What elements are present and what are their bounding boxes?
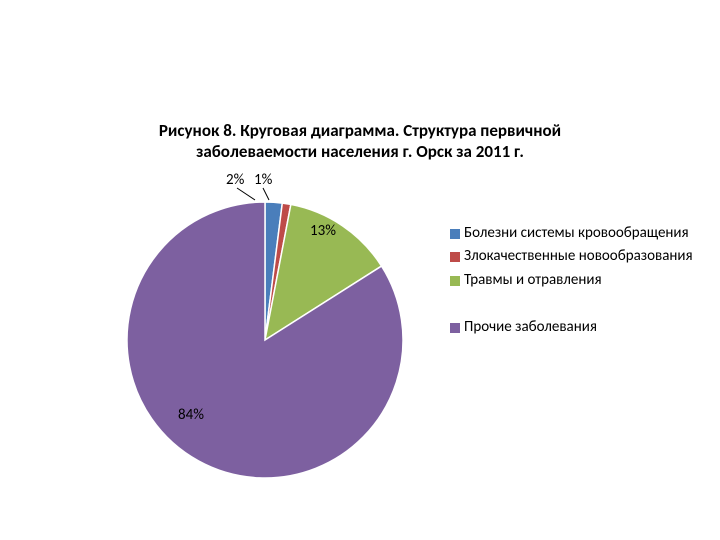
pie-chart <box>120 195 410 485</box>
legend-swatch-0 <box>450 229 460 239</box>
legend-item-3: Прочие заболевания <box>450 319 700 336</box>
slice-label-1: 1% <box>254 171 272 189</box>
legend-swatch-2 <box>450 276 460 286</box>
legend-label-1: Злокачественные новообразования <box>464 248 700 265</box>
title-line-2: заболеваемости населения г. Орск за 2011… <box>196 141 524 162</box>
chart-figure: Рисунок 8. Круговая диаграмма. Структура… <box>0 0 720 540</box>
legend-label-2: Травмы и отравления <box>464 272 700 289</box>
slice-label-0: 2% <box>226 171 244 189</box>
title-line-1: Рисунок 8. Круговая диаграмма. Структура… <box>159 120 561 141</box>
slice-label-3: 84% <box>178 406 204 424</box>
legend-item-0: Болезни системы кровообращения <box>450 225 700 242</box>
chart-title: Рисунок 8. Круговая диаграмма. Структура… <box>0 120 720 163</box>
legend-label-3: Прочие заболевания <box>464 319 700 336</box>
legend-item-2: Травмы и отравления <box>450 272 700 289</box>
legend: Болезни системы кровообращения Злокачест… <box>450 225 700 342</box>
legend-label-0: Болезни системы кровообращения <box>464 225 700 242</box>
pie-svg <box>120 195 410 485</box>
slice-label-2: 13% <box>310 222 336 240</box>
legend-item-1: Злокачественные новообразования <box>450 248 700 265</box>
legend-swatch-3 <box>450 323 460 333</box>
legend-swatch-1 <box>450 252 460 262</box>
legend-gap <box>450 295 700 319</box>
